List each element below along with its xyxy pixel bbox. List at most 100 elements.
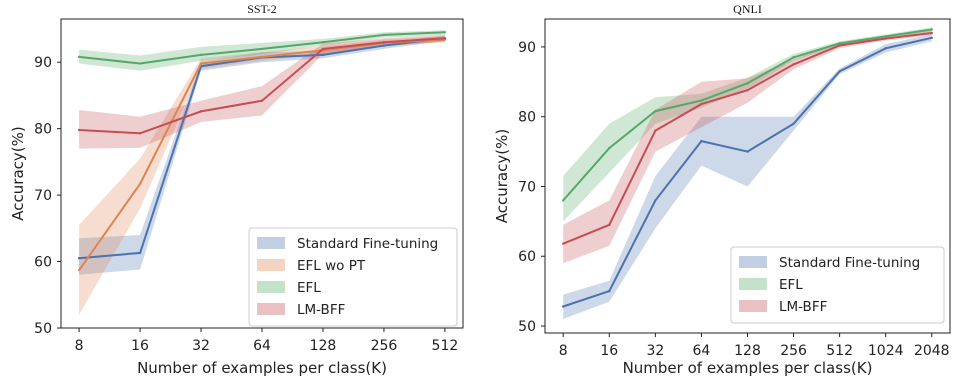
x-tick-label: 256 <box>780 343 807 359</box>
data-point <box>700 99 703 102</box>
data-point <box>77 257 81 260</box>
data-point <box>700 102 703 106</box>
x-tick-label: 32 <box>646 343 664 359</box>
data-point <box>608 146 611 150</box>
x-axis-label: Number of examples per class(K) <box>623 359 873 377</box>
data-point <box>77 55 81 59</box>
legend-entry: LM-BFF <box>779 299 827 315</box>
data-point <box>138 251 142 255</box>
confidence-band-1 <box>79 36 445 315</box>
x-tick-label: 512 <box>826 343 853 359</box>
y-axis-label: Accuracy(%) <box>9 126 27 220</box>
data-point <box>838 44 841 47</box>
legend-entry: EFL wo PT <box>297 258 366 274</box>
data-point <box>930 31 933 35</box>
data-point <box>321 53 325 57</box>
x-tick-label: 256 <box>371 338 398 354</box>
legend-swatch <box>739 300 767 312</box>
data-point <box>562 305 565 308</box>
data-point <box>838 70 841 73</box>
data-point <box>321 47 325 51</box>
x-tick-label: 128 <box>310 338 337 354</box>
data-point <box>562 242 565 245</box>
data-point <box>382 33 386 37</box>
legend-swatch <box>739 256 767 268</box>
x-tick-label: 32 <box>192 338 210 354</box>
data-point <box>792 56 795 59</box>
data-point <box>443 31 447 34</box>
legend-entry: Standard Fine-tuning <box>297 236 438 252</box>
legend-entry: EFL <box>297 280 321 296</box>
legend-box <box>730 246 945 324</box>
legend-entry: Standard Fine-tuning <box>779 255 920 271</box>
y-tick-label: 50 <box>518 319 536 335</box>
x-tick-label: 128 <box>734 343 761 359</box>
data-point <box>700 139 703 143</box>
data-point <box>654 109 657 113</box>
data-point <box>321 41 325 44</box>
y-tick-label: 80 <box>518 110 536 126</box>
data-point <box>746 81 749 85</box>
data-point <box>138 62 142 65</box>
y-tick-label: 60 <box>34 255 52 271</box>
y-tick-label: 90 <box>518 40 536 56</box>
x-tick-label: 64 <box>693 343 711 359</box>
data-point <box>884 37 887 40</box>
x-axis-label: Number of examples per class(K) <box>137 359 387 377</box>
legend-swatch <box>257 259 285 271</box>
data-point <box>654 129 657 132</box>
chart-title: QNLI <box>733 2 762 16</box>
chart-panel-1: QNLI 8 16 32 64 128 256 512 1024 2048 50 60 70 80 90 Nu… <box>493 2 951 377</box>
data-point <box>260 47 264 51</box>
data-point <box>654 199 657 202</box>
data-point <box>443 37 447 40</box>
x-tick-label: 2048 <box>914 343 950 359</box>
data-point <box>260 55 264 59</box>
data-point <box>746 150 749 153</box>
confidence-band-1 <box>563 27 932 222</box>
x-tick-label: 1024 <box>868 343 904 359</box>
data-point <box>884 47 887 50</box>
legend: Standard Fine-tuning EFL wo PT EFL LM-BFF <box>248 227 458 327</box>
data-point <box>138 182 142 185</box>
data-point <box>199 62 203 65</box>
legend-entry: LM-BFF <box>297 302 345 318</box>
x-tick-label: 512 <box>432 338 459 354</box>
data-point <box>562 199 565 202</box>
data-point <box>199 110 203 113</box>
data-point <box>608 223 611 227</box>
legend: Standard Fine-tuning EFL LM-BFF <box>730 246 945 324</box>
data-point <box>608 289 611 293</box>
y-tick-label: 70 <box>34 188 52 204</box>
x-tick-label: 16 <box>600 343 618 359</box>
legend-swatch <box>257 237 285 249</box>
data-point <box>930 36 933 40</box>
x-tick-label: 16 <box>131 338 149 354</box>
x-tick-label: 8 <box>75 338 84 354</box>
x-tick-label: 8 <box>559 343 568 359</box>
data-point <box>382 41 386 44</box>
confidence-band-2 <box>563 30 932 264</box>
legend-swatch <box>257 281 285 293</box>
chart-panel-0: SST-2 8 16 32 64 128 256 512 50 60 70 80 90 Number of… <box>9 2 464 377</box>
data-point <box>77 268 81 272</box>
y-tick-label: 70 <box>518 179 536 195</box>
y-tick-label: 50 <box>34 321 52 337</box>
legend-swatch <box>257 303 285 315</box>
legend-box <box>248 227 458 327</box>
data-point <box>199 53 203 57</box>
y-tick-label: 90 <box>34 55 52 71</box>
data-point <box>746 88 749 92</box>
x-tick-label: 64 <box>253 338 271 354</box>
data-point <box>930 28 933 31</box>
data-point <box>792 122 795 125</box>
chart-title: SST-2 <box>247 2 277 16</box>
y-axis-label: Accuracy(%) <box>493 129 511 223</box>
legend-swatch <box>739 278 767 290</box>
data-point <box>77 128 81 132</box>
confidence-band-0 <box>563 34 932 320</box>
data-point <box>382 44 386 47</box>
data-point <box>884 35 887 38</box>
data-point <box>838 42 841 45</box>
